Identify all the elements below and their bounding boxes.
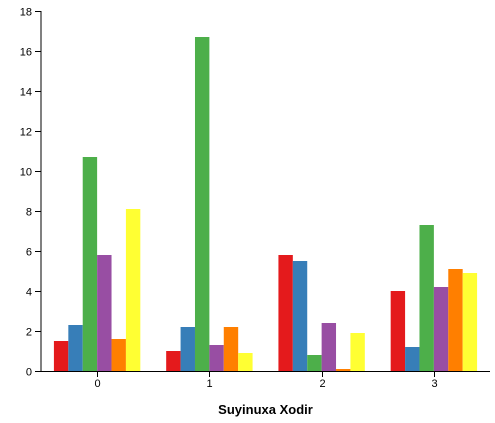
y-tick-label-8: 8 xyxy=(26,207,32,219)
bar-1-series-4 xyxy=(224,327,238,371)
x-axis-title: Suyinuxa Xodir xyxy=(218,402,313,417)
y-tick-label-14: 14 xyxy=(20,87,32,99)
bar-0-series-1 xyxy=(68,325,82,371)
bar-2-series-5 xyxy=(350,333,364,371)
x-tick-label-3: 3 xyxy=(431,378,437,390)
bar-3-series-4 xyxy=(448,269,462,371)
y-axis: 0 2 4 6 8 10 12 14 16 18 xyxy=(20,7,41,379)
bar-1-series-2 xyxy=(195,37,209,371)
x-tick-label-1: 1 xyxy=(206,378,212,390)
bar-0-series-2 xyxy=(83,157,97,371)
bar-2-series-0 xyxy=(278,255,292,371)
x-tick-label-0: 0 xyxy=(94,378,100,390)
y-tick-label-2: 2 xyxy=(26,327,32,339)
bar-1-series-1 xyxy=(181,327,195,371)
bars-group xyxy=(54,37,477,371)
bar-0-series-3 xyxy=(97,255,111,371)
bar-3-series-5 xyxy=(463,273,477,371)
y-tick-label-6: 6 xyxy=(26,247,32,259)
y-tick-label-4: 4 xyxy=(26,287,32,299)
bar-3-series-1 xyxy=(405,347,419,371)
x-axis: 0 1 2 3 xyxy=(41,371,490,390)
x-tick-label-2: 2 xyxy=(319,378,325,390)
bar-3-series-2 xyxy=(419,225,433,371)
y-tick-label-18: 18 xyxy=(20,7,32,19)
y-tick-label-12: 12 xyxy=(20,127,32,139)
bar-3-series-3 xyxy=(434,287,448,371)
bar-0-series-4 xyxy=(112,339,126,371)
bar-3-series-0 xyxy=(391,291,405,371)
bar-2-series-3 xyxy=(322,323,336,371)
bar-0-series-5 xyxy=(126,209,140,371)
y-tick-label-10: 10 xyxy=(20,167,32,179)
bar-1-series-0 xyxy=(166,351,180,371)
bar-0-series-0 xyxy=(54,341,68,371)
bar-2-series-4 xyxy=(336,369,350,371)
bar-1-series-3 xyxy=(209,345,223,371)
y-tick-label-0: 0 xyxy=(26,367,32,379)
bar-1-series-5 xyxy=(238,353,252,371)
y-tick-label-16: 16 xyxy=(20,47,32,59)
bar-2-series-1 xyxy=(293,261,307,371)
bar-2-series-2 xyxy=(307,355,321,371)
